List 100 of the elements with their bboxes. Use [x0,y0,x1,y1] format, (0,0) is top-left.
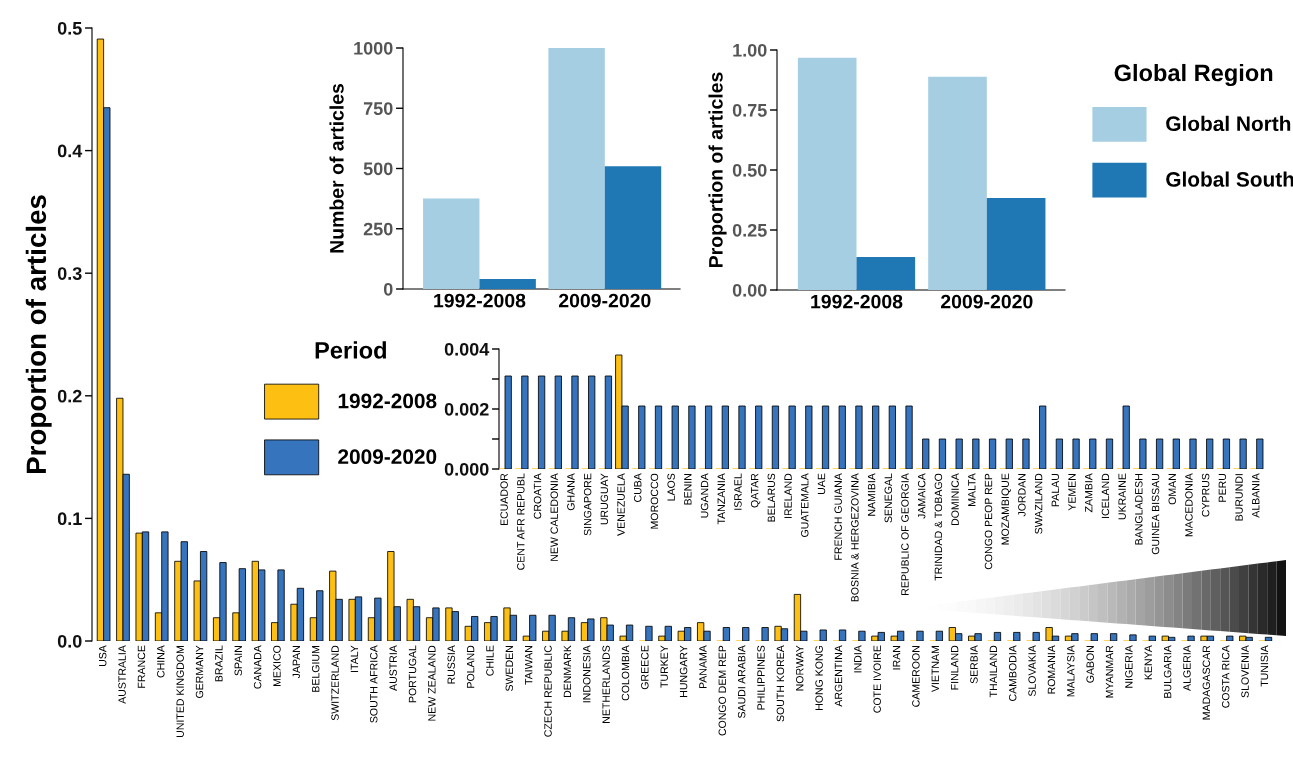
x-tick-label: INDONESIA [583,645,591,703]
x-tick-label: CONGO PEOP REP [984,473,993,570]
x-tick-label: MADAGASCAR [1202,645,1211,720]
x-tick-label: INDIA [854,645,862,673]
x-tick-label: NEW CALEDONIA [550,473,558,561]
x-tick-label: AUSTRALIA [118,645,126,704]
bar [604,375,612,469]
y-tick-label: 0.000 [444,462,489,476]
x-tick-label: AUSTRIA [389,645,397,691]
x-tick-label: HUNGARY [679,645,688,697]
bar [1090,633,1098,641]
x-tick-label: JAPAN [292,646,301,679]
bar [671,405,679,469]
x-tick-label: ECUADOR [500,473,508,526]
x-tick-label: RUSSIA [447,645,455,684]
x-tick-label: ICELAND [1101,473,1110,518]
bar [935,630,943,641]
x-tick-label: GERMANY [195,645,204,699]
bar [521,375,529,469]
x-tick-label: DENMARK [563,645,572,698]
x-tick-label: BELARUS [767,473,776,522]
bar [504,375,512,469]
y-tick-label: 500 [363,162,393,176]
x-tick-label: GREECE [641,645,649,690]
x-tick-label: ARGENTINA [834,645,843,707]
bar [1156,438,1164,469]
x-tick-label: SWITZERLAND [331,645,339,721]
x-tick-label: BANGLADESH [1135,474,1143,545]
x-tick-label: ALGERIA [1183,645,1191,691]
x-tick-label: UNITED KINGDOM [176,646,184,738]
y-tick-label: 0.0 [57,634,82,648]
bar [797,57,857,290]
bar [1139,438,1147,469]
bar [1022,438,1030,469]
x-tick-label: PANAMA [699,645,707,689]
x-tick-label: SINGAPORE [583,473,592,536]
x-tick-label: CAMEROON [912,646,920,707]
bar [928,76,987,290]
bar [856,257,916,290]
bar [1122,405,1130,469]
bar [1226,635,1234,641]
x-tick-label: TAIWAN [525,646,533,685]
bar [1110,633,1118,641]
x-tick-label: BURUNDI [1235,474,1243,521]
x-tick-label: NIGERIA [1125,645,1133,688]
y-tick-label: 0.00 [732,283,767,297]
bar [1089,438,1097,469]
bar [654,405,663,469]
x-tick-label: YEMEN [1068,474,1076,511]
bar [705,405,713,469]
x-tick-label: MALAYSIA [1067,645,1075,697]
x-tick-label: PALAU [1051,473,1060,507]
x-tick-label: CYPRUS [1201,473,1210,517]
bar [1032,632,1040,641]
x-tick-label: SAUDI ARABIA [737,645,746,719]
bar [872,405,880,469]
x-tick-label: MEXICO [273,645,281,686]
x-tick-label: CHILE [486,645,494,676]
x-tick-label: SENEGAL [884,473,893,523]
x-tick-label: ROMANIA [1047,645,1056,694]
x-tick-label: TURKEY [660,645,668,688]
bar [742,627,750,641]
bar [423,198,480,289]
bar [988,438,997,469]
bar [645,625,653,641]
x-tick-label: FINLAND [951,645,959,690]
bar [688,405,696,469]
bar [1005,438,1013,469]
bar [855,405,863,469]
x-tick-label: BELGIUM [311,646,320,692]
bar [972,438,980,469]
x-tick-label: LAOS [667,473,675,501]
x-tick-label: 2009-2020 [941,294,1033,309]
bar [761,627,769,641]
x-tick-label: FRANCE [137,645,146,688]
x-tick-label: JORDAN [1018,474,1026,517]
x-tick-label: TRINIDAD & TOBAGO [934,473,943,581]
bar [938,438,947,469]
x-tick-label: MYANMAR [1105,645,1114,698]
x-tick-label: FRENCH GUIANA [834,473,842,560]
bar [588,375,596,469]
bar [1039,405,1047,469]
x-tick-label: 2009-2020 [558,293,651,308]
y-tick-label: 250 [363,222,393,236]
bar [1129,634,1137,641]
x-tick-label: SLOVAKIA [1028,645,1036,697]
x-tick-label: COSTA RICA [1221,645,1230,708]
legend-label: 1992-2008 [338,393,437,409]
x-tick-label: TUNISIA [1260,645,1269,687]
x-tick-label: CENT AFR REPUBL [517,473,525,570]
x-tick-label: VIETNAM [931,646,939,693]
x-tick-label: SERBIA [970,645,978,684]
y-tick-label: 1000 [354,41,393,55]
bar [722,627,730,641]
x-tick-label: UAE [817,473,826,495]
x-tick-label: PERU [1218,473,1227,502]
x-tick-label: NAMIBIA [867,473,876,516]
x-tick-label: SWEDEN [505,646,514,692]
x-tick-label: MOROCCO [650,473,659,529]
x-tick-label: NORWAY [796,645,804,691]
